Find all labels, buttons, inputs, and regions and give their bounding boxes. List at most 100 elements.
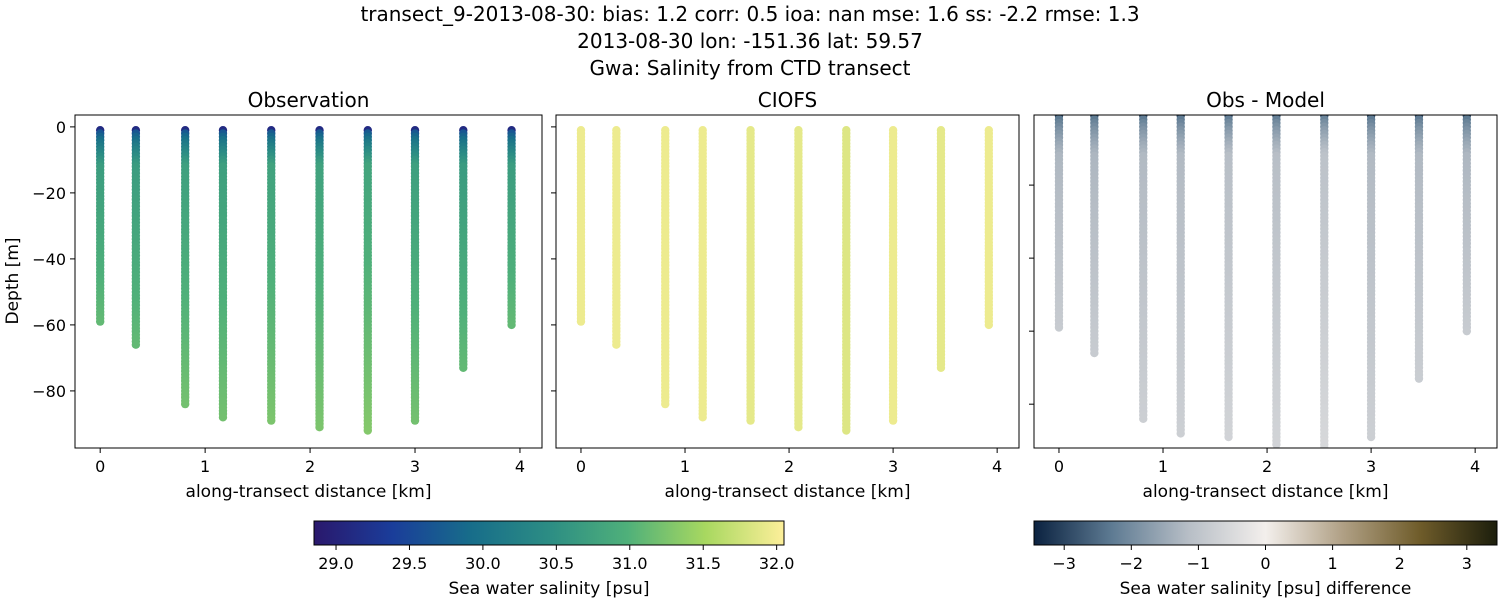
colorbar-tick-label: 29.0 bbox=[318, 554, 354, 573]
data-point bbox=[1224, 432, 1233, 442]
colorbar-tick-label: −1 bbox=[1187, 554, 1211, 573]
station-0-points bbox=[1054, 115, 1064, 332]
station-9-points bbox=[507, 125, 516, 330]
x-axis-label: along-transect distance [km] bbox=[665, 482, 911, 502]
x-tick-label: 1 bbox=[1158, 457, 1168, 476]
data-point bbox=[576, 317, 586, 326]
x-tick-label: 2 bbox=[784, 457, 794, 476]
data-point bbox=[507, 320, 516, 330]
data-point bbox=[1176, 429, 1185, 438]
x-tick-label: 0 bbox=[576, 457, 586, 476]
x-tick-label: 2 bbox=[1262, 457, 1272, 476]
x-tick-label: 4 bbox=[515, 457, 525, 476]
data-point bbox=[315, 423, 324, 432]
data-point bbox=[1320, 443, 1329, 448]
data-point bbox=[459, 363, 468, 373]
station-1-points bbox=[612, 125, 621, 349]
data-point bbox=[746, 416, 755, 425]
station-8-points bbox=[1414, 115, 1424, 383]
colorbar-tick-label: 2 bbox=[1395, 554, 1405, 573]
station-4-points bbox=[1224, 115, 1233, 442]
x-tick-label: 3 bbox=[888, 457, 898, 476]
data-points-2 bbox=[576, 125, 994, 435]
station-4-points bbox=[267, 125, 276, 425]
colorbar-tick-label: 32.0 bbox=[759, 554, 795, 573]
colorbar-tick-label: 30.0 bbox=[465, 554, 501, 573]
colorbar-tick-label: 31.0 bbox=[612, 554, 648, 573]
station-3-points bbox=[698, 125, 707, 422]
data-point bbox=[661, 399, 670, 409]
station-8-points bbox=[459, 125, 468, 373]
colorbar-tick-label: 3 bbox=[1462, 554, 1472, 573]
station-7-points bbox=[888, 125, 898, 425]
station-1-points bbox=[1090, 115, 1099, 358]
x-tick-label: 0 bbox=[95, 457, 105, 476]
data-point bbox=[612, 340, 621, 349]
colorbar-tick-label: −3 bbox=[1052, 554, 1076, 573]
data-point bbox=[1462, 326, 1472, 336]
x-tick-label: 1 bbox=[200, 457, 210, 476]
colorbar-tick-label: 31.5 bbox=[685, 554, 721, 573]
station-3-points bbox=[1176, 115, 1185, 438]
x-tick-label: 4 bbox=[992, 457, 1002, 476]
colorbar-tick-label: −2 bbox=[1120, 554, 1144, 573]
data-point bbox=[1054, 323, 1064, 332]
data-point bbox=[1090, 348, 1099, 358]
x-axis-label: along-transect distance [km] bbox=[1143, 482, 1389, 502]
data-point bbox=[180, 399, 190, 409]
data-point bbox=[1366, 432, 1376, 442]
x-tick-label: 3 bbox=[410, 457, 420, 476]
data-point bbox=[131, 340, 141, 349]
data-point bbox=[1272, 440, 1281, 448]
panel-title: CIOFS bbox=[758, 88, 817, 112]
colorbar-1 bbox=[313, 520, 785, 546]
x-tick-label: 0 bbox=[1054, 457, 1064, 476]
station-5-points bbox=[1272, 115, 1281, 448]
data-point bbox=[984, 320, 994, 330]
colorbar-label: Sea water salinity [psu] bbox=[449, 579, 650, 599]
data-point bbox=[1414, 374, 1424, 383]
station-5-points bbox=[315, 125, 324, 432]
figure-title-line-2: 2013-08-30 lon: -151.36 lat: 59.57 bbox=[577, 29, 923, 53]
data-point bbox=[698, 413, 707, 422]
colorbar-tick-label: 0 bbox=[1260, 554, 1270, 573]
x-tick-label: 2 bbox=[305, 457, 315, 476]
colorbar-label: Sea water salinity [psu] difference bbox=[1120, 579, 1412, 599]
axes-frame bbox=[1033, 114, 1498, 449]
y-tick-label: −40 bbox=[32, 250, 66, 269]
colorbar-tick-label: 1 bbox=[1328, 554, 1338, 573]
y-tick-label: −20 bbox=[32, 184, 66, 203]
station-6-points bbox=[842, 125, 851, 435]
station-1-points bbox=[131, 125, 141, 349]
panel-title: Obs - Model bbox=[1206, 88, 1325, 112]
x-tick-label: 4 bbox=[1470, 457, 1480, 476]
station-9-points bbox=[984, 125, 994, 330]
station-6-points bbox=[1320, 115, 1329, 448]
station-8-points bbox=[936, 125, 946, 373]
station-9-points bbox=[1462, 115, 1472, 336]
station-5-points bbox=[794, 125, 803, 432]
data-point bbox=[218, 413, 228, 422]
panel-title: Observation bbox=[248, 88, 370, 112]
figure-title-line-3: Gwa: Salinity from CTD transect bbox=[589, 56, 911, 80]
station-0-points bbox=[576, 125, 586, 326]
data-points-1 bbox=[95, 125, 516, 435]
y-tick-label: −80 bbox=[32, 382, 66, 401]
y-tick-label: 0 bbox=[56, 118, 66, 137]
station-2-points bbox=[1139, 115, 1148, 423]
x-tick-label: 3 bbox=[1366, 457, 1376, 476]
x-axis-label: along-transect distance [km] bbox=[186, 482, 432, 502]
colorbar-tick-label: 29.5 bbox=[392, 554, 428, 573]
data-point bbox=[363, 426, 372, 435]
station-3-points bbox=[218, 125, 228, 422]
data-point bbox=[95, 317, 105, 326]
station-0-points bbox=[95, 125, 105, 326]
colorbar-tick-label: 30.5 bbox=[539, 554, 575, 573]
station-6-points bbox=[363, 125, 372, 435]
station-4-points bbox=[746, 125, 755, 425]
data-points-3 bbox=[1054, 115, 1472, 448]
y-axis-label: Depth [m] bbox=[3, 237, 23, 324]
panel-2 bbox=[551, 114, 1020, 453]
